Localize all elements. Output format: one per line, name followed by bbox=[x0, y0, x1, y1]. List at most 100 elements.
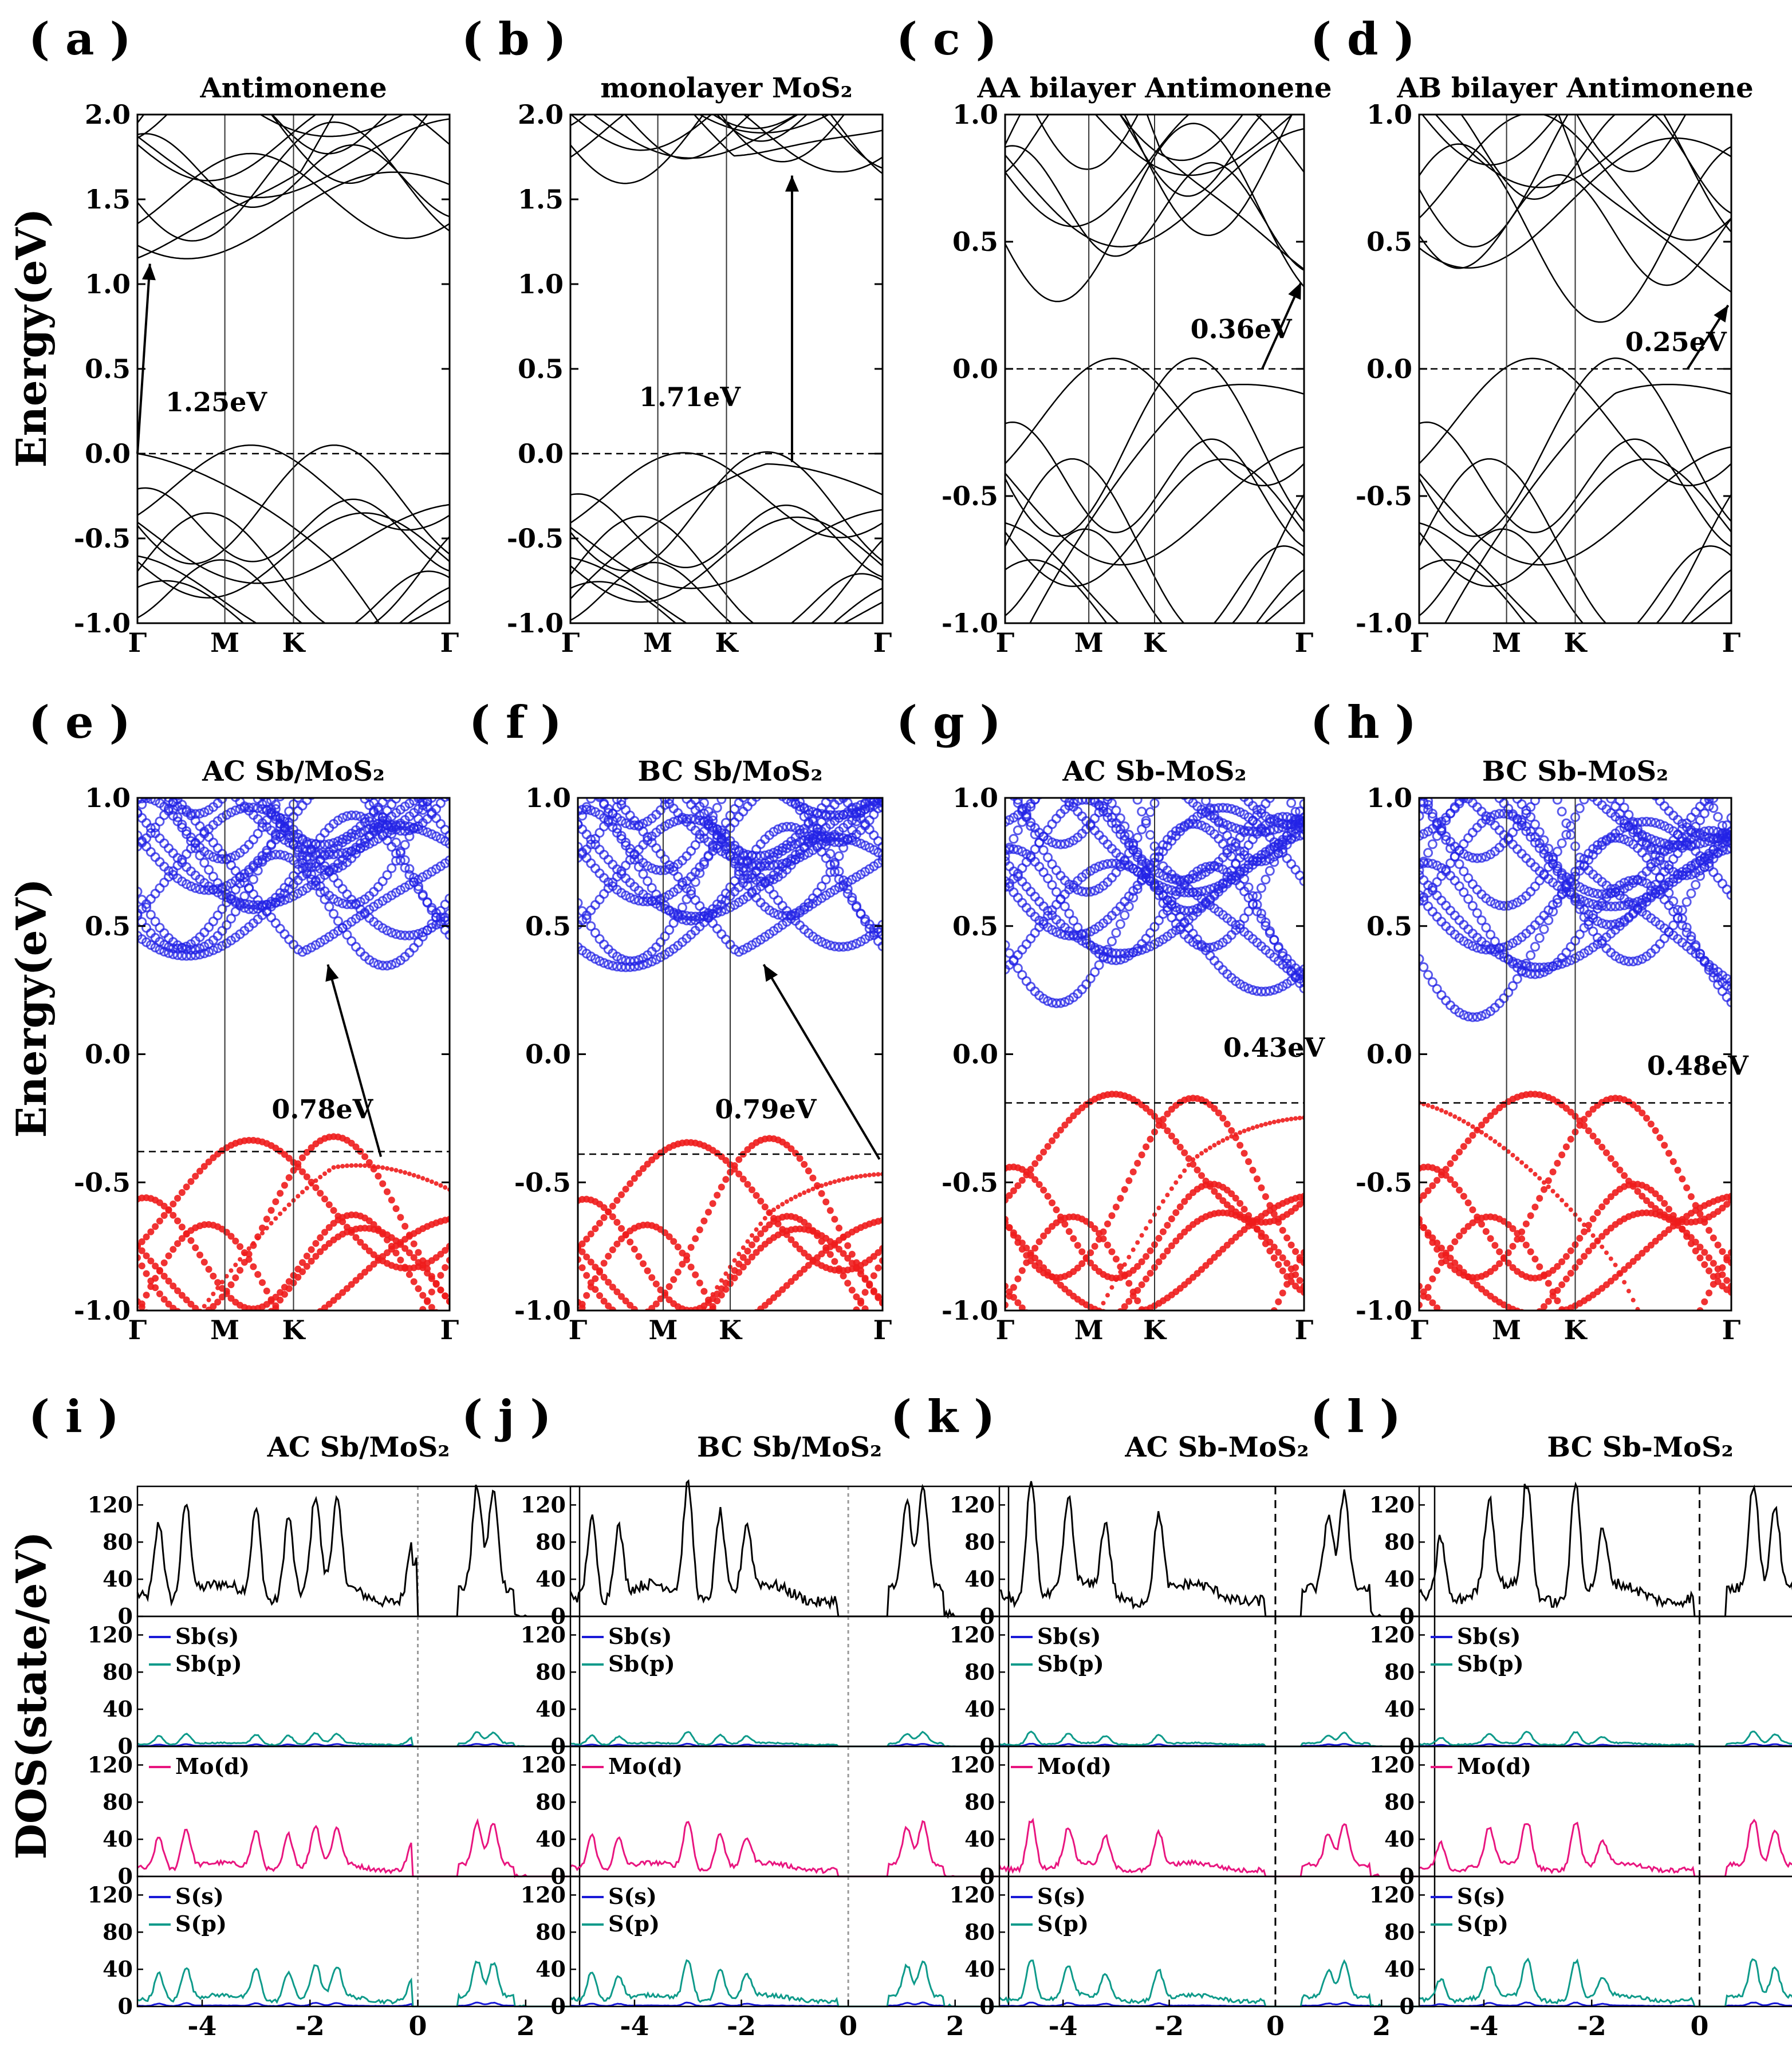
vb-point-g bbox=[1160, 1199, 1165, 1204]
vb-point-f bbox=[602, 1499, 606, 1504]
cb-point-g bbox=[1262, 749, 1270, 757]
cb-point-e bbox=[275, 849, 285, 860]
vb-point-f bbox=[779, 1286, 786, 1293]
ytick-label-d: 0.5 bbox=[1366, 226, 1412, 257]
cb-point-e bbox=[432, 786, 440, 794]
cb-point-e bbox=[369, 958, 379, 968]
cb-point-e bbox=[196, 727, 204, 735]
vb-point-g bbox=[1104, 1241, 1111, 1249]
vb-point-g bbox=[1258, 1184, 1265, 1191]
cb-point-e bbox=[325, 739, 333, 747]
vb-point-g bbox=[1211, 1187, 1218, 1195]
cb-point-f bbox=[682, 894, 692, 904]
cb-point-f bbox=[877, 841, 883, 852]
cb-point-f bbox=[613, 684, 621, 692]
cb-point-g bbox=[1200, 886, 1211, 896]
vb-point-g bbox=[1129, 1288, 1137, 1296]
cb-point-h bbox=[1478, 592, 1486, 600]
cb-point-g bbox=[1265, 865, 1275, 876]
cb-point-e bbox=[190, 883, 200, 893]
vb-point-f bbox=[826, 1251, 834, 1258]
vb-point-g bbox=[1215, 1193, 1222, 1200]
cb-point-f bbox=[787, 688, 795, 697]
vb-point-e bbox=[250, 1335, 257, 1341]
cb-point-g bbox=[1125, 736, 1133, 744]
cb-point-f bbox=[743, 743, 751, 751]
vb-point-g bbox=[1100, 1235, 1107, 1242]
vb-point-e bbox=[161, 1329, 168, 1336]
vb-point-e bbox=[388, 1364, 395, 1371]
cb-point-f bbox=[777, 859, 787, 869]
vb-point-g bbox=[1108, 1317, 1115, 1324]
cb-point-g bbox=[1232, 713, 1240, 721]
vb-point-g bbox=[1031, 1245, 1039, 1252]
vb-point-e bbox=[157, 1372, 162, 1376]
cb-point-f bbox=[830, 787, 838, 795]
cb-point-e bbox=[395, 825, 405, 836]
cb-point-e bbox=[147, 783, 155, 791]
cb-point-e bbox=[400, 826, 410, 836]
vb-point-e bbox=[358, 1163, 363, 1168]
cb-point-e bbox=[351, 898, 361, 908]
cb-point-e bbox=[137, 831, 143, 841]
vb-point-f bbox=[836, 1225, 842, 1232]
vb-point-e bbox=[144, 1394, 149, 1399]
cb-point-f bbox=[625, 810, 635, 821]
vb-point-e bbox=[363, 1163, 368, 1168]
vb-point-e bbox=[160, 1202, 168, 1210]
vb-point-e bbox=[393, 1357, 400, 1364]
cb-point-g bbox=[1159, 699, 1167, 707]
cb-point-e bbox=[142, 798, 151, 801]
conduction-band-d bbox=[1576, 115, 1687, 172]
vb-point-e bbox=[437, 1250, 444, 1258]
cb-point-g bbox=[1261, 856, 1271, 866]
cb-point-e bbox=[410, 788, 418, 796]
cb-point-h bbox=[1531, 735, 1539, 743]
cb-point-g bbox=[1005, 778, 1013, 786]
vb-point-f bbox=[853, 1293, 860, 1301]
kpoint-label-a: K bbox=[282, 627, 306, 658]
cb-point-e bbox=[151, 772, 159, 780]
cb-point-e bbox=[156, 780, 164, 788]
cb-point-g bbox=[1185, 735, 1193, 743]
cb-point-g bbox=[1243, 906, 1254, 916]
cb-point-g bbox=[1013, 825, 1023, 836]
cb-point-e bbox=[324, 865, 334, 875]
cb-point-f bbox=[596, 733, 604, 741]
cb-point-e bbox=[391, 856, 401, 866]
vb-point-g bbox=[1018, 1267, 1026, 1274]
vb-point-f bbox=[596, 1219, 603, 1227]
vb-point-f bbox=[627, 1180, 634, 1187]
kpoint-label-b: Γ bbox=[873, 627, 892, 658]
vb-point-f bbox=[635, 1353, 642, 1360]
cb-point-g bbox=[1069, 615, 1077, 623]
vb-point-f bbox=[596, 1325, 603, 1332]
valence-band-c bbox=[1005, 559, 1304, 623]
vb-point-g bbox=[1105, 1293, 1110, 1298]
vb-point-f bbox=[632, 1435, 637, 1439]
vb-point-g bbox=[1031, 1160, 1039, 1167]
vb-point-g bbox=[1044, 1143, 1051, 1150]
cb-point-g bbox=[1115, 824, 1125, 835]
vb-point-f bbox=[696, 1336, 703, 1343]
cb-point-e bbox=[415, 753, 423, 761]
cb-point-g bbox=[1022, 749, 1030, 757]
vb-point-g bbox=[1185, 1155, 1192, 1162]
cb-point-f bbox=[609, 685, 617, 693]
vb-point-e bbox=[437, 1286, 444, 1294]
cb-point-e bbox=[145, 910, 156, 920]
cb-point-g bbox=[1098, 946, 1109, 956]
cb-point-g bbox=[1051, 865, 1061, 875]
vb-point-e bbox=[147, 1228, 155, 1235]
gap-label-f: 0.79eV bbox=[715, 1093, 817, 1124]
conduction-band-d bbox=[1419, 115, 1731, 248]
vb-point-g bbox=[1241, 1363, 1248, 1370]
cb-point-f bbox=[734, 812, 744, 822]
vb-point-f bbox=[844, 1280, 852, 1287]
cb-point-f bbox=[626, 785, 634, 793]
cb-point-f bbox=[695, 868, 705, 878]
vb-point-e bbox=[264, 1226, 269, 1231]
cb-point-f bbox=[669, 789, 678, 797]
cb-point-h bbox=[1534, 933, 1545, 943]
vb-point-e bbox=[238, 1257, 243, 1262]
